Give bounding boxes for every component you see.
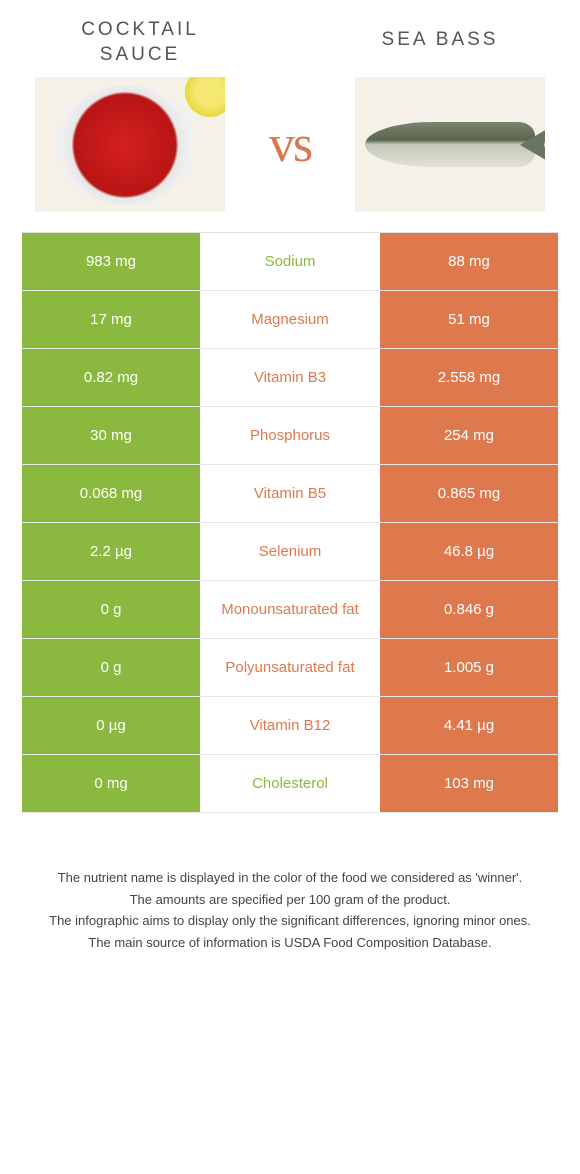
title-right: SEA BASS — [350, 28, 530, 67]
nutrient-right-value: 88 mg — [380, 233, 558, 290]
nutrient-left-value: 0 µg — [22, 697, 200, 754]
nutrient-left-value: 0.068 mg — [22, 465, 200, 522]
nutrient-right-value: 254 mg — [380, 407, 558, 464]
footer-line-3: The infographic aims to display only the… — [25, 911, 555, 931]
table-row: 0.068 mgVitamin B50.865 mg — [22, 465, 558, 523]
nutrient-left-value: 983 mg — [22, 233, 200, 290]
nutrient-right-value: 46.8 µg — [380, 523, 558, 580]
nutrient-right-value: 0.865 mg — [380, 465, 558, 522]
cocktail-sauce-image — [35, 77, 225, 212]
nutrient-right-value: 2.558 mg — [380, 349, 558, 406]
header: COCKTAIL SAUCE SEA BASS — [0, 0, 580, 77]
footer-line-4: The main source of information is USDA F… — [25, 933, 555, 953]
nutrient-left-value: 30 mg — [22, 407, 200, 464]
sauce-bowl-icon — [55, 85, 195, 205]
lemon-icon — [185, 77, 225, 117]
nutrient-name: Monounsaturated fat — [200, 581, 380, 638]
nutrient-name: Polyunsaturated fat — [200, 639, 380, 696]
table-row: 0 mgCholesterol103 mg — [22, 755, 558, 813]
nutrient-name: Vitamin B5 — [200, 465, 380, 522]
nutrient-left-value: 0 g — [22, 639, 200, 696]
sea-bass-image — [355, 77, 545, 212]
nutrient-right-value: 4.41 µg — [380, 697, 558, 754]
nutrient-left-value: 0 g — [22, 581, 200, 638]
nutrient-name: Phosphorus — [200, 407, 380, 464]
table-row: 0 gMonounsaturated fat0.846 g — [22, 581, 558, 639]
title-left: COCKTAIL SAUCE — [50, 18, 230, 67]
nutrient-left-value: 17 mg — [22, 291, 200, 348]
images-row: vs — [0, 77, 580, 227]
nutrient-left-value: 0.82 mg — [22, 349, 200, 406]
table-row: 0 gPolyunsaturated fat1.005 g — [22, 639, 558, 697]
table-row: 30 mgPhosphorus254 mg — [22, 407, 558, 465]
fish-icon — [365, 122, 535, 167]
vs-label: vs — [269, 115, 311, 174]
table-row: 2.2 µgSelenium46.8 µg — [22, 523, 558, 581]
footer-line-2: The amounts are specified per 100 gram o… — [25, 890, 555, 910]
nutrient-name: Vitamin B12 — [200, 697, 380, 754]
nutrient-left-value: 2.2 µg — [22, 523, 200, 580]
nutrient-right-value: 0.846 g — [380, 581, 558, 638]
nutrient-left-value: 0 mg — [22, 755, 200, 812]
nutrient-name: Selenium — [200, 523, 380, 580]
nutrient-name: Sodium — [200, 233, 380, 290]
nutrient-table: 983 mgSodium88 mg17 mgMagnesium51 mg0.82… — [22, 232, 558, 813]
table-row: 17 mgMagnesium51 mg — [22, 291, 558, 349]
nutrient-right-value: 1.005 g — [380, 639, 558, 696]
footer-notes: The nutrient name is displayed in the co… — [25, 868, 555, 952]
nutrient-right-value: 51 mg — [380, 291, 558, 348]
title-left-line2: SAUCE — [100, 44, 180, 65]
nutrient-name: Cholesterol — [200, 755, 380, 812]
table-row: 0.82 mgVitamin B32.558 mg — [22, 349, 558, 407]
table-row: 0 µgVitamin B124.41 µg — [22, 697, 558, 755]
nutrient-name: Magnesium — [200, 291, 380, 348]
footer-line-1: The nutrient name is displayed in the co… — [25, 868, 555, 888]
title-left-line1: COCKTAIL — [81, 19, 199, 40]
nutrient-name: Vitamin B3 — [200, 349, 380, 406]
nutrient-right-value: 103 mg — [380, 755, 558, 812]
table-row: 983 mgSodium88 mg — [22, 233, 558, 291]
